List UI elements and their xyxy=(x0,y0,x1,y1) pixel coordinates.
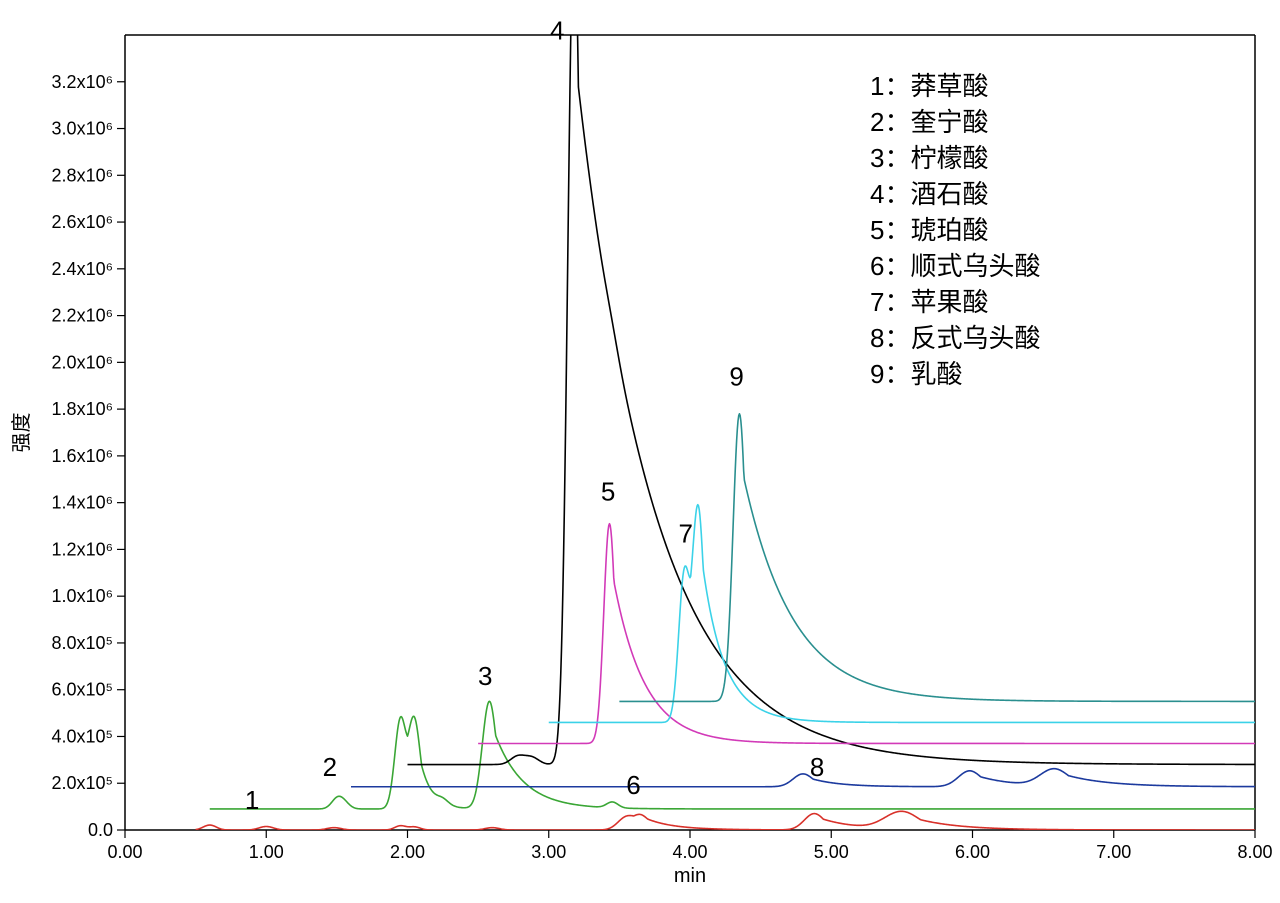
peak-label-7: 7 xyxy=(679,518,693,548)
peak-label-8: 8 xyxy=(810,752,824,782)
y-axis-label: 强度 xyxy=(10,413,33,453)
chromatogram-chart: 0.00 1.00 2.00 3.00 4.00 5.00 6.00 7.00 8.00 min 0… xyxy=(0,0,1280,903)
legend-item-2: 2：奎宁酸 xyxy=(870,107,989,137)
trace-blue xyxy=(351,769,1255,787)
y-tick-label: 3.2x10⁶ xyxy=(52,72,113,92)
peak-label-2: 2 xyxy=(323,752,337,782)
legend-item-6: 6：顺式乌头酸 xyxy=(870,251,1041,281)
y-tick-label: 1.0x10⁶ xyxy=(52,586,113,606)
peak-label-4: 4 xyxy=(550,16,564,46)
x-tick-label: 6.00 xyxy=(955,842,990,862)
x-axis-label: min xyxy=(674,865,706,887)
x-tick-label: 8.00 xyxy=(1237,842,1272,862)
traces-group xyxy=(196,0,1255,830)
trace-red xyxy=(196,811,1255,830)
x-tick-label: 2.00 xyxy=(390,842,425,862)
legend-item-8: 8：反式乌头酸 xyxy=(870,323,1041,353)
y-tick-label: 1.8x10⁶ xyxy=(52,399,113,419)
y-tick-label: 2.4x10⁶ xyxy=(52,259,113,279)
legend-item-5: 5：琥珀酸 xyxy=(870,215,989,245)
y-tick-label: 6.0x10⁵ xyxy=(51,680,113,700)
trace-cyan xyxy=(549,505,1255,723)
x-tick-label: 4.00 xyxy=(672,842,707,862)
peak-label-9: 9 xyxy=(729,362,743,392)
y-tick-label: 1.2x10⁶ xyxy=(52,539,113,559)
peak-label-3: 3 xyxy=(478,661,492,691)
y-tick-label: 2.6x10⁶ xyxy=(52,212,113,232)
y-tick-label: 8.0x10⁵ xyxy=(51,633,113,653)
y-tick-label: 4.0x10⁵ xyxy=(51,726,113,746)
peak-label-5: 5 xyxy=(601,476,615,506)
legend-item-9: 9：乳酸 xyxy=(870,359,963,389)
y-tick-label: 2.8x10⁶ xyxy=(52,165,113,185)
x-tick-label: 7.00 xyxy=(1096,842,1131,862)
trace-black xyxy=(408,0,1256,765)
legend-item-7: 7：苹果酸 xyxy=(870,287,989,317)
peak-label-1: 1 xyxy=(245,785,259,815)
x-tick-label: 1.00 xyxy=(249,842,284,862)
x-tick-label: 3.00 xyxy=(531,842,566,862)
legend-item-4: 4：酒石酸 xyxy=(870,179,989,209)
y-tick-label: 1.4x10⁶ xyxy=(52,493,113,513)
chart-svg: 0.00 1.00 2.00 3.00 4.00 5.00 6.00 7.00 8.00 min 0… xyxy=(0,0,1280,903)
y-tick-label: 2.2x10⁶ xyxy=(52,306,113,326)
x-tick-label: 0.00 xyxy=(107,842,142,862)
y-tick-label: 0.0 xyxy=(88,820,113,840)
trace-green xyxy=(210,701,1255,809)
peak-label-6: 6 xyxy=(626,770,640,800)
y-tick-label: 3.0x10⁶ xyxy=(52,119,113,139)
y-tick-label: 2.0x10⁶ xyxy=(52,352,113,372)
y-tick-label: 2.0x10⁵ xyxy=(51,773,113,793)
y-tick-label: 1.6x10⁶ xyxy=(52,446,113,466)
trace-magenta xyxy=(478,524,1255,744)
trace-teal xyxy=(619,414,1255,702)
x-tick-label: 5.00 xyxy=(814,842,849,862)
legend-item-1: 1：莽草酸 xyxy=(870,71,989,101)
legend-item-3: 3：柠檬酸 xyxy=(870,143,989,173)
